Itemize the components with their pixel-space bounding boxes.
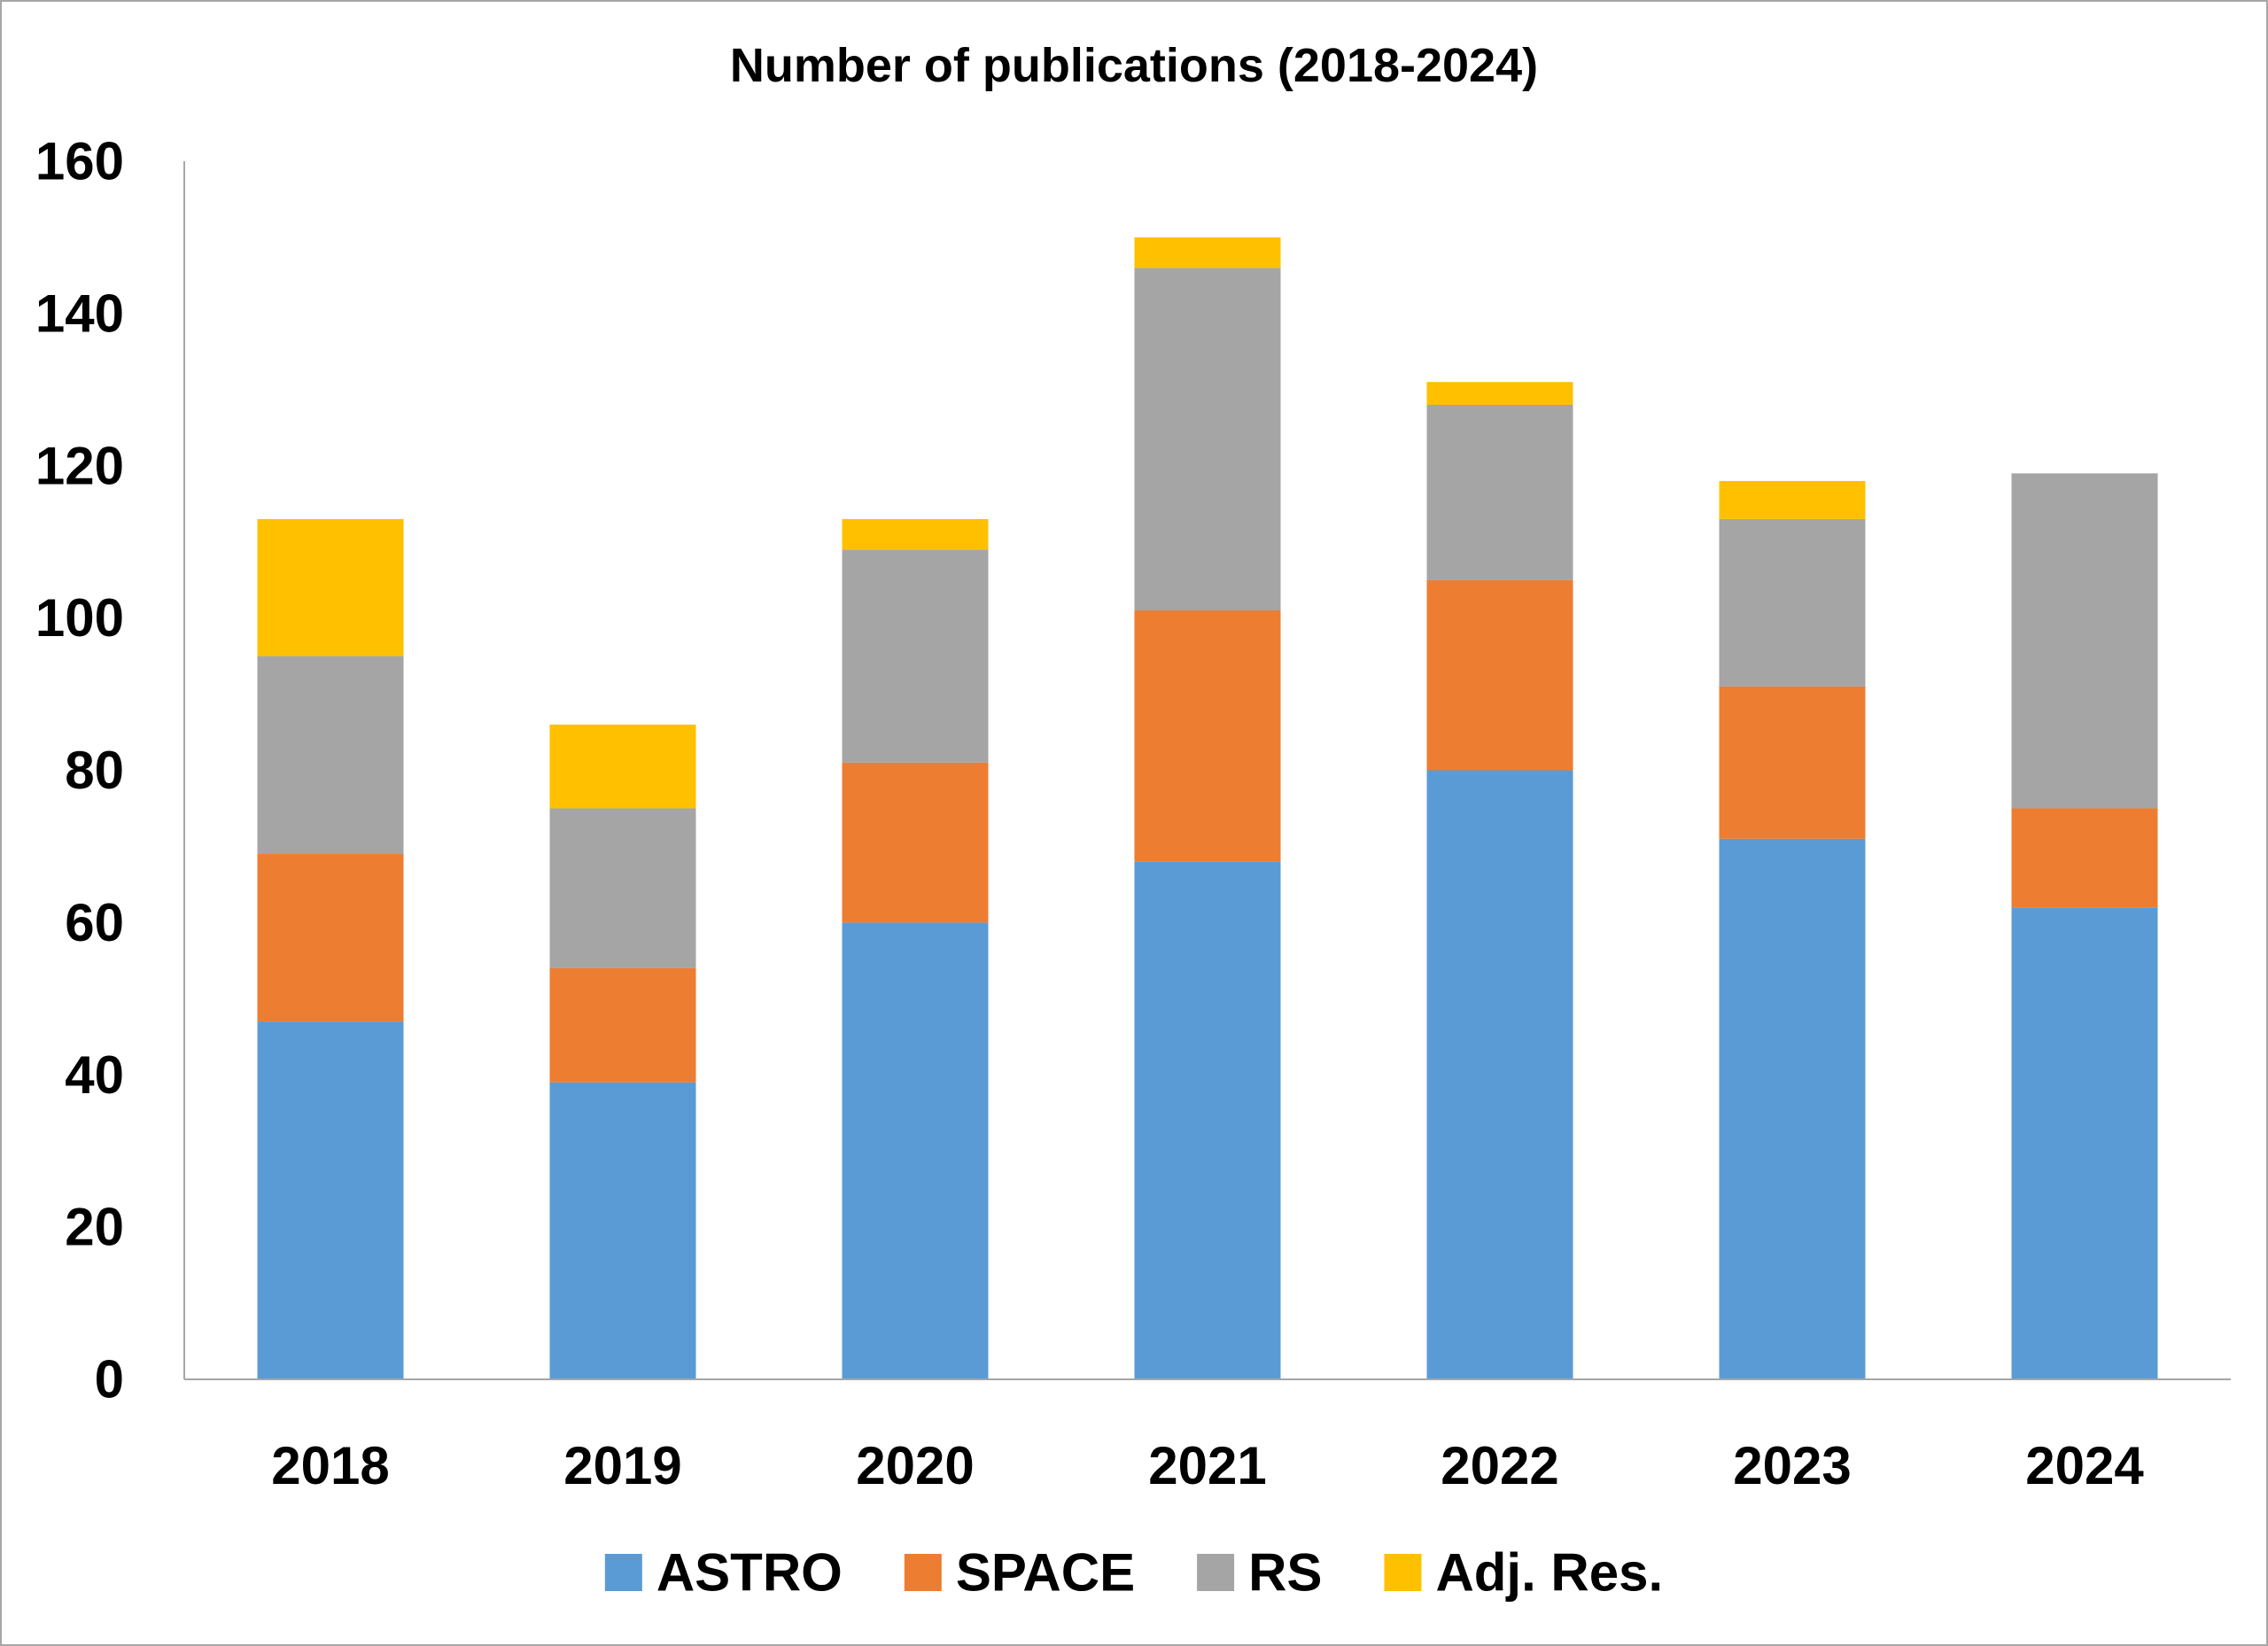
bar-stack-2018 bbox=[257, 518, 404, 1379]
bar-segment bbox=[1719, 518, 1866, 687]
legend-item: SPACE bbox=[904, 1543, 1135, 1603]
x-tick-label: 2021 bbox=[1148, 1436, 1266, 1495]
legend-label: ASTRO bbox=[656, 1543, 843, 1603]
bar-segment bbox=[257, 854, 404, 1022]
bar-stack-2022 bbox=[1426, 382, 1573, 1379]
legend-label: SPACE bbox=[956, 1543, 1135, 1603]
y-tick-label: 140 bbox=[35, 283, 124, 343]
y-tick-label: 60 bbox=[65, 893, 124, 952]
y-tick-label: 20 bbox=[65, 1198, 124, 1257]
bar-segment bbox=[842, 762, 989, 923]
legend-swatch bbox=[604, 1554, 642, 1591]
bar-stack-2023 bbox=[1719, 480, 1866, 1379]
x-tick-label: 2020 bbox=[856, 1436, 974, 1495]
bar-segment bbox=[1134, 237, 1281, 268]
legend-swatch bbox=[904, 1554, 942, 1591]
bar-stack-2020 bbox=[842, 518, 989, 1379]
bar-segment bbox=[549, 724, 696, 809]
x-tick-label: 2018 bbox=[271, 1436, 389, 1495]
legend-item: ASTRO bbox=[604, 1543, 843, 1603]
bar-segment bbox=[2011, 473, 2158, 809]
y-tick-label: 160 bbox=[35, 132, 124, 191]
bar-segment bbox=[257, 518, 404, 656]
legend-swatch bbox=[1384, 1554, 1422, 1591]
legend-label: Adj. Res. bbox=[1435, 1543, 1663, 1603]
bar-segment bbox=[1426, 770, 1573, 1379]
bar-segment bbox=[1134, 610, 1281, 862]
bar-segment bbox=[1134, 268, 1281, 611]
bar-segment bbox=[549, 967, 696, 1083]
bar-stack-2021 bbox=[1134, 237, 1281, 1379]
bar-segment bbox=[1426, 382, 1573, 405]
x-tick-label: 2022 bbox=[1441, 1436, 1558, 1495]
bar-segment bbox=[1134, 861, 1281, 1379]
y-tick-label: 100 bbox=[35, 588, 124, 648]
legend: ASTRO SPACE RS Adj. Res. bbox=[604, 1543, 1663, 1603]
bar-segment bbox=[1426, 405, 1573, 580]
y-tick-label: 120 bbox=[35, 436, 124, 495]
legend-item: Adj. Res. bbox=[1384, 1543, 1663, 1603]
axes bbox=[183, 161, 2231, 1380]
bar-stacks bbox=[257, 237, 2158, 1379]
legend-label: RS bbox=[1248, 1543, 1322, 1603]
bar-segment bbox=[549, 808, 696, 968]
y-tick-label: 0 bbox=[95, 1350, 124, 1409]
bar-segment bbox=[2011, 907, 2158, 1379]
y-axis-tick-labels: 0 20 40 60 80 100 120 140 160 bbox=[35, 132, 124, 1409]
bar-stack-2019 bbox=[549, 724, 696, 1379]
bar-segment bbox=[842, 518, 989, 550]
bar-segment bbox=[842, 922, 989, 1379]
legend-swatch bbox=[1197, 1554, 1235, 1591]
bar-segment bbox=[257, 1021, 404, 1379]
x-tick-label: 2019 bbox=[563, 1436, 681, 1495]
bar-segment bbox=[2011, 808, 2158, 908]
x-axis-tick-labels: 2018 2019 2020 2021 2022 2023 2024 bbox=[271, 1436, 2144, 1495]
chart-title: Number of publications (2018-2024) bbox=[730, 39, 1538, 92]
y-tick-label: 40 bbox=[65, 1045, 124, 1105]
bar-segment bbox=[1719, 480, 1866, 519]
bar-segment bbox=[1426, 579, 1573, 771]
bar-segment bbox=[549, 1082, 696, 1379]
x-tick-label: 2024 bbox=[2025, 1436, 2144, 1495]
bar-stack-2024 bbox=[2011, 473, 2158, 1379]
legend-item: RS bbox=[1197, 1543, 1322, 1603]
bar-segment bbox=[1719, 686, 1866, 839]
x-tick-label: 2023 bbox=[1733, 1436, 1851, 1495]
y-tick-label: 80 bbox=[65, 741, 124, 800]
bar-segment bbox=[842, 549, 989, 763]
bar-segment bbox=[257, 656, 404, 855]
bar-segment bbox=[1719, 838, 1866, 1379]
